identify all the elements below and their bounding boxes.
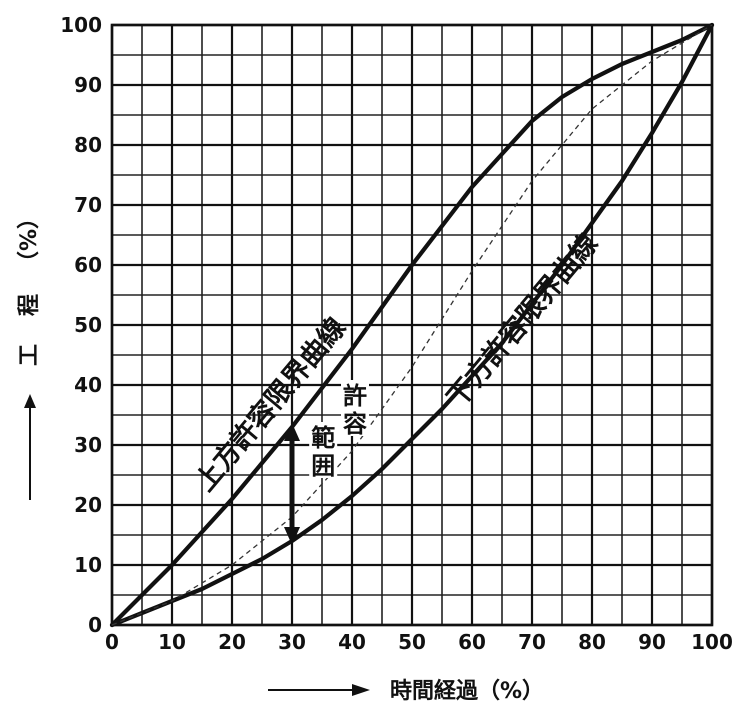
y-axis-title-unit: （%） (17, 207, 42, 273)
y-tick-label: 10 (74, 553, 102, 577)
y-axis-title-char: 工 (17, 344, 42, 366)
annotation-char-bg (309, 450, 338, 478)
annotation-char-bg (341, 408, 369, 436)
upper-limit-curve (109, 22, 715, 628)
x-tick-label: 30 (278, 630, 306, 654)
y-tick-label: 0 (88, 613, 102, 637)
annotation-char-bg (341, 380, 369, 408)
annotation-char: 許 (343, 382, 367, 410)
range-label-left: 範囲 (309, 422, 338, 480)
y-tick-label: 60 (74, 253, 102, 277)
range-label-right: 許容 (341, 380, 369, 438)
range-arrow-head-up (284, 423, 300, 441)
range-arrow-head-down (284, 527, 300, 545)
annotation-char: 囲 (311, 452, 335, 480)
annotation-char-bg (309, 422, 338, 450)
x-tick-label: 20 (218, 630, 246, 654)
x-tick-label: 70 (518, 630, 546, 654)
x-tick-label: 50 (398, 630, 426, 654)
dashed-reference-curve (111, 24, 713, 626)
y-tick-label: 30 (74, 433, 102, 457)
x-axis-title: 時間経過（%） (268, 678, 544, 704)
x-tick-label: 0 (105, 630, 119, 654)
lower-limit-curve (109, 22, 715, 628)
x-tick-label: 40 (338, 630, 366, 654)
y-axis-title: （%） 程工 (17, 207, 42, 500)
annotation-char: 範 (311, 424, 335, 452)
annotation-char: 容 (343, 410, 367, 438)
x-tick-label: 10 (158, 630, 186, 654)
y-tick-label: 90 (74, 73, 102, 97)
y-tick-label: 40 (74, 373, 102, 397)
y-tick-label: 50 (74, 313, 102, 337)
x-tick-label: 60 (458, 630, 486, 654)
y-tick-label: 100 (60, 13, 102, 37)
y-axis-arrow-head (24, 394, 36, 408)
y-axis-title-char: 程 (17, 294, 42, 316)
x-tick-label: 100 (691, 630, 733, 654)
x-tick-label: 90 (638, 630, 666, 654)
y-tick-label: 80 (74, 133, 102, 157)
x-axis-title-text: 時間経過（%） (390, 678, 544, 704)
plot-frame (110, 23, 714, 627)
y-tick-label: 20 (74, 493, 102, 517)
x-axis-arrow-head (352, 684, 370, 696)
x-tick-label: 80 (578, 630, 606, 654)
grid (110, 23, 714, 627)
y-tick-label: 70 (74, 193, 102, 217)
